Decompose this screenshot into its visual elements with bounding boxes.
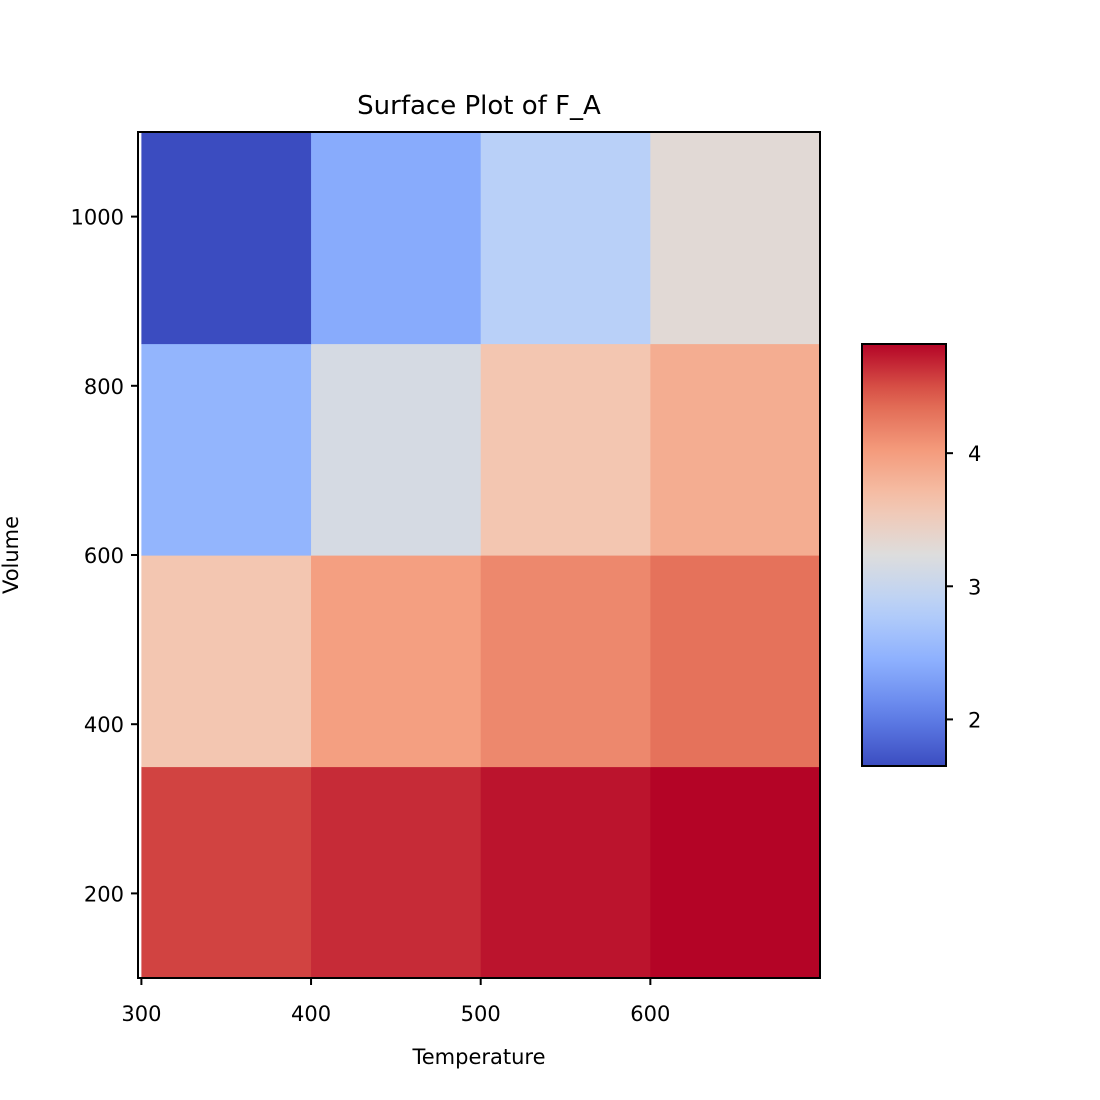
heatmap-cell-r0-c3 — [650, 766, 821, 979]
x-axis-label: Temperature — [411, 1045, 545, 1069]
y-axis: 200 400 600 800 1000 — [71, 206, 138, 906]
y-tick-label: 800 — [84, 375, 124, 399]
colorbar-gradient — [862, 344, 946, 766]
heatmap-cell-r2-c1 — [311, 343, 482, 556]
heatmap-cell-r0-c0 — [141, 766, 312, 979]
heatmap-cell-r1-c1 — [311, 555, 482, 768]
x-tick-label: 300 — [121, 1002, 161, 1026]
heatmap-cell-r0-c2 — [480, 766, 651, 979]
y-tick-label: 400 — [84, 713, 124, 737]
heatmap-cell-r2-c2 — [480, 343, 651, 556]
heatmap-cell-r2-c3 — [650, 343, 821, 556]
heatmap-cell-r3-c0 — [141, 132, 312, 345]
heatmap-cell-r1-c3 — [650, 555, 821, 768]
chart-title: Surface Plot of F_A — [357, 91, 601, 121]
heatmap-cells — [141, 132, 821, 979]
colorbar-tick-label: 4 — [968, 442, 981, 466]
colorbar: 2 3 4 — [861, 343, 981, 767]
x-tick-label: 600 — [630, 1002, 670, 1026]
colorbar-frame — [861, 343, 947, 767]
y-tick-label: 1000 — [71, 206, 124, 230]
y-tick-label: 600 — [84, 544, 124, 568]
x-tick-label: 400 — [291, 1002, 331, 1026]
colorbar-tick-label: 3 — [968, 575, 981, 599]
y-tick-label: 200 — [84, 882, 124, 906]
y-axis-label: Volume — [0, 516, 23, 594]
heatmap-cell-r1-c0 — [141, 555, 312, 768]
heatmap-cell-r3-c2 — [480, 132, 651, 345]
heatmap-cell-r3-c1 — [311, 132, 482, 345]
x-tick-label: 500 — [461, 1002, 501, 1026]
heatmap-cell-r0-c1 — [311, 766, 482, 979]
x-axis: 300 400 500 600 — [121, 978, 670, 1026]
heatmap-cell-r1-c2 — [480, 555, 651, 768]
heatmap-cell-r3-c3 — [650, 132, 821, 345]
heatmap-cell-r2-c0 — [141, 343, 312, 556]
colorbar-tick-label: 2 — [968, 708, 981, 732]
colorbar-ticks: 2 3 4 — [946, 442, 981, 732]
